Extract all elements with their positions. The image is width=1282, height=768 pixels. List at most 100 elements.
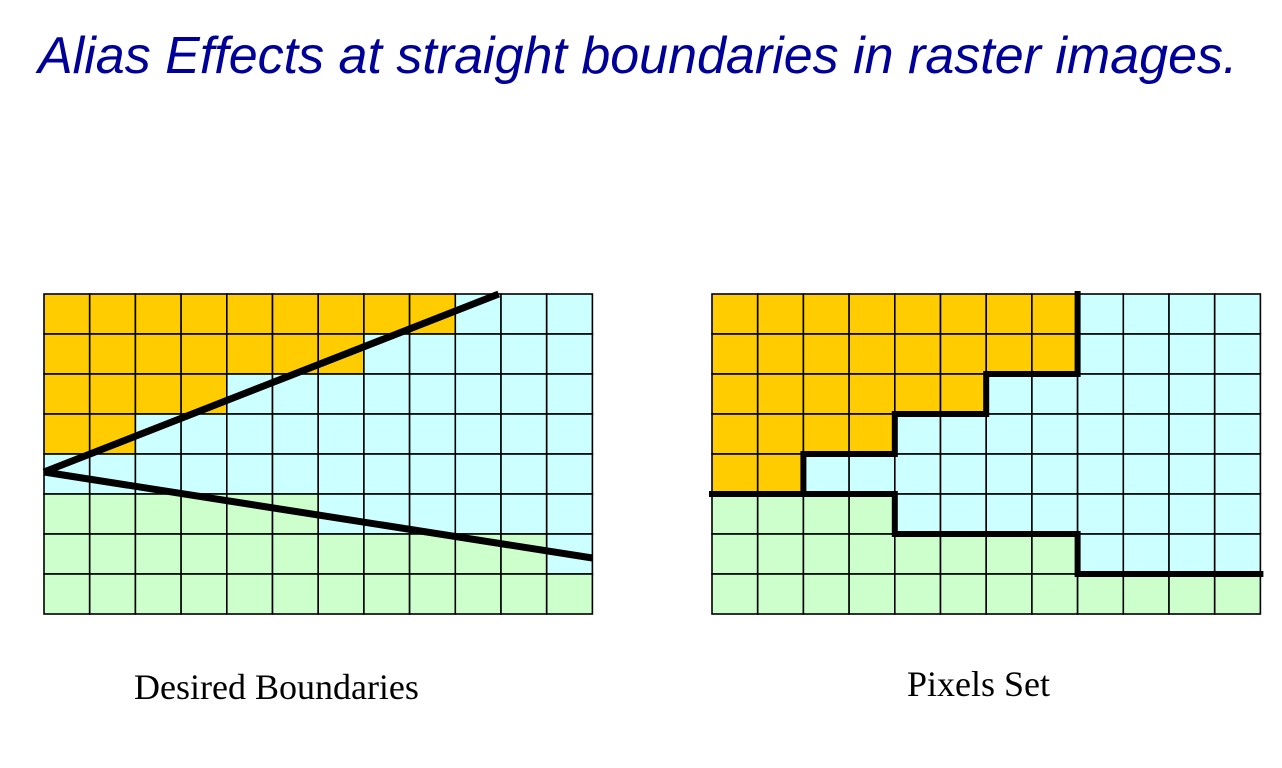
grid-cell — [848, 493, 896, 535]
grid-cell — [1076, 293, 1125, 335]
grid-cell — [408, 533, 457, 575]
grid-cell — [1122, 453, 1170, 495]
grid-cell — [454, 413, 502, 455]
grid-cell — [756, 573, 805, 615]
grid-cell — [271, 533, 320, 575]
grid-cell — [1076, 493, 1125, 535]
grid-cell — [1168, 413, 1216, 455]
grid-cell — [408, 373, 457, 415]
grid-cell — [985, 333, 1033, 375]
grid-cell — [1122, 533, 1170, 575]
grid-cell — [545, 373, 594, 415]
grid-cell — [939, 333, 988, 375]
grid-cell — [802, 333, 850, 375]
grid-cell — [711, 413, 759, 455]
grid-cell — [363, 573, 411, 615]
grid-cell — [756, 373, 805, 415]
grid-cell — [802, 373, 850, 415]
grid-cell — [454, 373, 502, 415]
grid-cell — [180, 413, 228, 455]
grid-cell — [88, 333, 137, 375]
grid-cell — [317, 373, 365, 415]
grid-cell — [1076, 373, 1125, 415]
grid-cell — [134, 493, 182, 535]
grid-cell — [1213, 333, 1262, 375]
grid-cell — [88, 573, 137, 615]
grid-cell — [134, 533, 182, 575]
grid-cell — [985, 573, 1033, 615]
grid-cell — [1031, 373, 1079, 415]
grid-cell — [711, 493, 759, 535]
lower-boundary-line — [43, 468, 593, 562]
grid-cell — [985, 413, 1033, 455]
grid-cell — [1168, 533, 1216, 575]
grid-cell — [939, 493, 988, 535]
grid-cell — [500, 533, 548, 575]
grid-cell — [88, 493, 137, 535]
grid-cells — [711, 293, 1262, 615]
slide-title: Alias Effects at straight boundaries in … — [38, 27, 1238, 85]
grid-cell — [848, 453, 896, 495]
grid-cell — [43, 293, 91, 335]
grid-cell — [363, 413, 411, 455]
boundary-lines — [42, 290, 593, 562]
grid-cell — [226, 453, 274, 495]
grid-cell — [1031, 493, 1079, 535]
grid-cell — [43, 333, 91, 375]
grid-cell — [88, 293, 137, 335]
grid-cell — [1213, 453, 1262, 495]
grid-cell — [848, 293, 896, 335]
grid-cell — [756, 333, 805, 375]
lower-staircase-boundary — [709, 491, 1264, 577]
grid-cell — [500, 373, 548, 415]
grid-cell — [134, 333, 182, 375]
grid-cell — [756, 453, 805, 495]
grid-cell — [1122, 493, 1170, 535]
grid-cell — [545, 333, 594, 375]
grid-cell — [1076, 413, 1125, 455]
grid-cell — [180, 533, 228, 575]
grid-cell — [1076, 333, 1125, 375]
grid-cell — [43, 373, 91, 415]
grid-cell — [1213, 493, 1262, 535]
grid-cell — [363, 293, 411, 335]
grid-cell — [500, 493, 548, 535]
grid-cell — [408, 453, 457, 495]
grid-cell — [939, 573, 988, 615]
grid-cell — [1168, 293, 1216, 335]
grid-cell — [545, 293, 594, 335]
grid-cell — [1122, 413, 1170, 455]
grid-cell — [711, 293, 759, 335]
grid-cell — [848, 333, 896, 375]
grid-cell — [317, 573, 365, 615]
grid-cell — [226, 413, 274, 455]
grid-cell — [43, 533, 91, 575]
grid-cell — [545, 453, 594, 495]
grid-cell — [271, 453, 320, 495]
grid-cell — [500, 293, 548, 335]
grid-cell — [317, 533, 365, 575]
grid-cell — [985, 533, 1033, 575]
grid-cell — [180, 573, 228, 615]
grid-cell — [363, 373, 411, 415]
grid-cell — [454, 453, 502, 495]
grid-cell — [88, 533, 137, 575]
grid-cell — [408, 333, 457, 375]
grid-cell — [1168, 333, 1216, 375]
grid-cell — [1076, 533, 1125, 575]
grid-cell — [1031, 293, 1079, 335]
grid-cell — [271, 413, 320, 455]
grid-cell — [756, 493, 805, 535]
grid-cell — [711, 533, 759, 575]
grid-cell — [985, 293, 1033, 335]
grid-cell — [1031, 533, 1079, 575]
grid-cell — [180, 333, 228, 375]
grid-cell — [317, 453, 365, 495]
boundary-staircases — [709, 291, 1264, 577]
grid-cell — [894, 453, 942, 495]
grid-cell — [1213, 413, 1262, 455]
grid-cell — [363, 453, 411, 495]
grid-cell — [226, 533, 274, 575]
grid-cell — [939, 293, 988, 335]
grid-cell — [802, 413, 850, 455]
